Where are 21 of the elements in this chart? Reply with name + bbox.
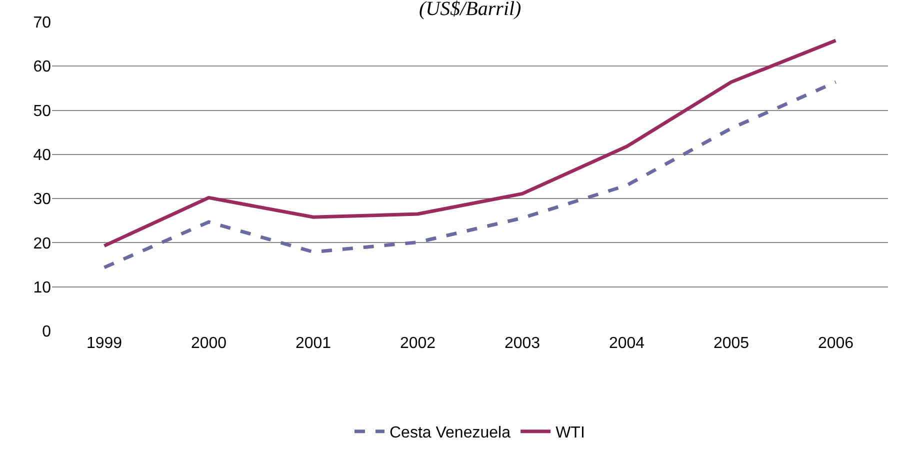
y-tick-label: 50 — [33, 102, 52, 120]
x-tick-label: 2002 — [400, 335, 436, 352]
y-tick-label: 30 — [33, 191, 52, 208]
y-tick-label: 20 — [33, 235, 52, 252]
x-tick-label: 2001 — [295, 335, 332, 352]
y-tick-label: 70 — [33, 14, 52, 32]
x-tick-label: 2004 — [608, 335, 645, 352]
line-series — [102, 38, 838, 248]
x-tick-label: 2000 — [190, 335, 227, 352]
y-tick-label: 0 — [42, 324, 52, 341]
y-tick-label: 60 — [33, 58, 52, 76]
legend-label: WTI — [556, 424, 585, 442]
legend-label: Cesta Venezuela — [390, 424, 511, 442]
x-tick-label: 2003 — [504, 335, 540, 352]
chart-subtitle: (US$/Barril) — [419, 0, 522, 20]
x-tick-label: 1999 — [86, 335, 122, 352]
x-tick-label: 2006 — [818, 335, 854, 352]
y-tick-label: 10 — [33, 279, 52, 296]
line-series — [102, 80, 838, 270]
x-tick-label: 2005 — [713, 335, 750, 352]
y-tick-label: 40 — [33, 147, 52, 164]
